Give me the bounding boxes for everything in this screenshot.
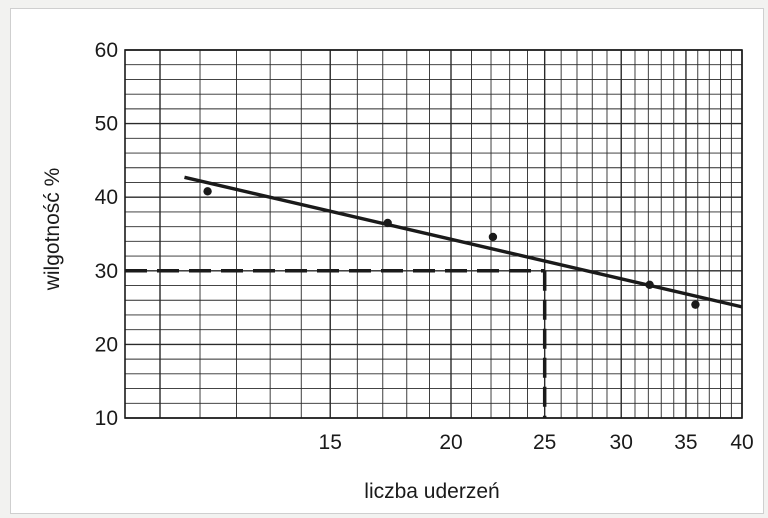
x-tick-label: 40 xyxy=(730,431,753,454)
data-point xyxy=(383,218,392,228)
data-points xyxy=(203,187,700,309)
y-tick-label: 20 xyxy=(95,333,118,356)
y-tick-label: 40 xyxy=(95,186,118,209)
y-axis-label: wilgotność % xyxy=(41,168,64,292)
y-tick-label: 60 xyxy=(95,39,118,62)
x-tick-label: 35 xyxy=(674,431,697,454)
data-point xyxy=(691,300,700,309)
chart-frame xyxy=(10,8,764,514)
y-tick-label: 50 xyxy=(95,113,118,136)
data-point xyxy=(203,187,212,196)
plot-border xyxy=(124,49,743,419)
x-axis-label: liczba uderzeń xyxy=(364,480,499,503)
y-tick-label: 10 xyxy=(95,407,118,430)
x-tick-label: 25 xyxy=(533,431,556,454)
x-tick-label: 15 xyxy=(319,431,342,454)
data-point xyxy=(645,280,654,289)
reference-lines xyxy=(125,269,547,418)
data-point xyxy=(488,232,498,242)
x-tick-label: 30 xyxy=(610,431,633,454)
tick-labels: 15 20 25 30 35 40 10 20 30 40 50 60 xyxy=(95,39,754,454)
y-tick-label: 30 xyxy=(95,260,118,283)
grid xyxy=(124,49,743,419)
x-tick-label: 20 xyxy=(439,431,462,454)
